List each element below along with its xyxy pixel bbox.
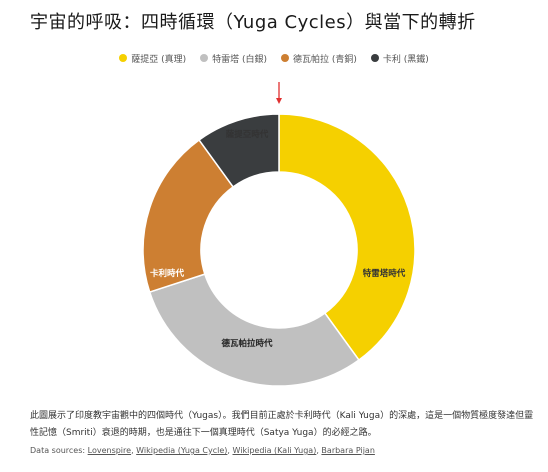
legend-item-satya[interactable]: 薩提亞 (真理): [119, 52, 186, 65]
source-link-wikipedia-yuga-cycle[interactable]: Wikipedia (Yuga Cycle): [136, 446, 228, 455]
current-position-arrow-icon: [276, 82, 282, 104]
legend-label: 特雷塔 (白銀): [212, 54, 267, 65]
legend-swatch: [200, 54, 209, 62]
slice-label-satya: 薩提亞時代: [226, 129, 269, 140]
slice-label-dvapara: 德瓦帕拉時代: [221, 338, 273, 349]
source-link-lovenspire[interactable]: Lovenspire: [87, 446, 132, 455]
slice-treta[interactable]: [148, 273, 360, 387]
legend-label: 德瓦帕拉 (青銅): [293, 54, 357, 65]
slice-satya[interactable]: [278, 113, 416, 362]
legend-item-kali[interactable]: 卡利 (黑鐵): [370, 52, 429, 65]
source-link-barbara-pijan[interactable]: Barbara Pijan: [321, 446, 375, 455]
legend-item-dvapara[interactable]: 德瓦帕拉 (青銅): [281, 52, 357, 65]
chart-description: 此圖展示了印度教宇宙觀中的四個時代（Yugas）。我們目前正處於卡利時代（Kal…: [30, 411, 534, 438]
legend-swatch: [119, 54, 128, 62]
chart-legend: 薩提亞 (真理) 特雷塔 (白銀) 德瓦帕拉 (青銅) 卡利 (黑鐵): [0, 50, 548, 66]
slice-label-kali: 卡利時代: [150, 268, 185, 279]
source-link-wikipedia-kali-yuga[interactable]: Wikipedia (Kali Yuga): [232, 446, 317, 455]
page-title: 宇宙的呼吸：四時循環（Yuga Cycles）與當下的轉折: [30, 12, 476, 33]
legend-item-treta[interactable]: 特雷塔 (白銀): [200, 52, 267, 65]
legend-swatch: [370, 54, 379, 62]
legend-swatch: [281, 54, 289, 62]
legend-label: 薩提亞 (真理): [131, 54, 187, 65]
legend-label: 卡利 (黑鐵): [382, 54, 429, 65]
slice-label-treta: 特雷塔時代: [363, 268, 406, 279]
sources-prefix: Data sources:: [30, 446, 88, 455]
data-sources: Data sources: Lovenspire, Wikipedia (Yug…: [30, 446, 375, 455]
slice-kali[interactable]: [198, 113, 280, 188]
